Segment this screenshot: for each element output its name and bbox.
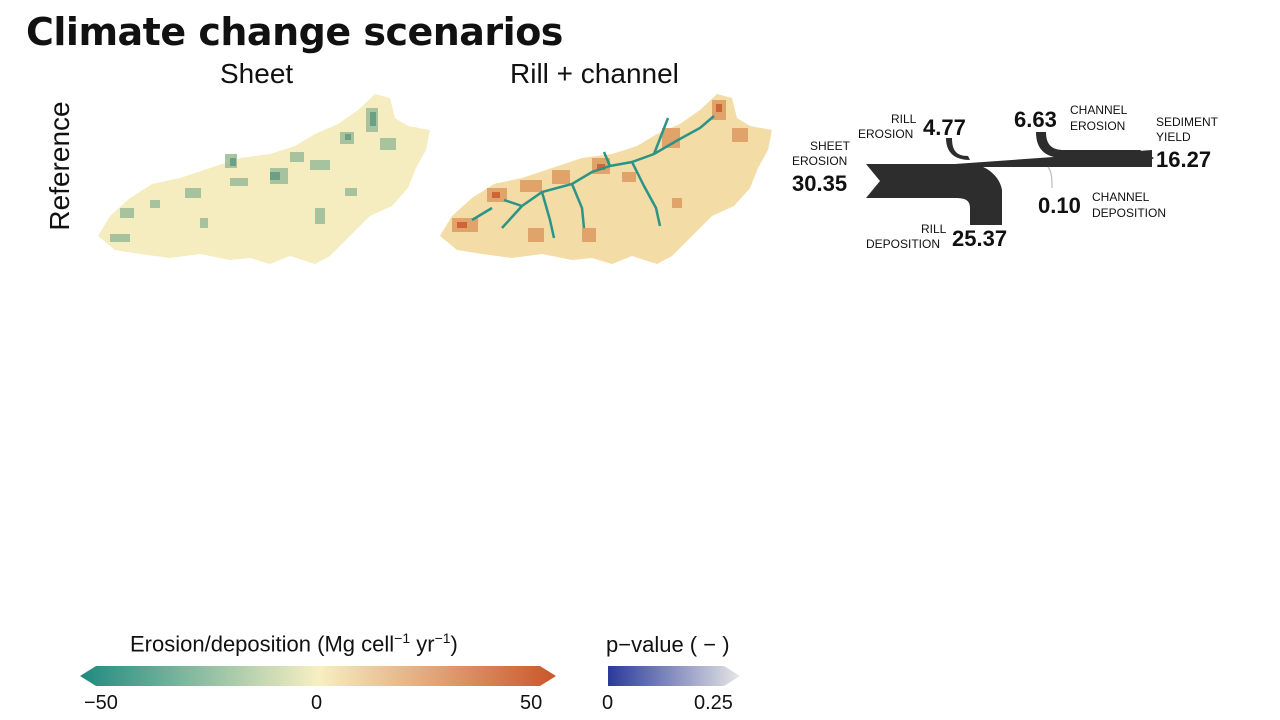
label-channel-deposition-2: DEPOSITION [1092, 206, 1166, 220]
pvalue-tick-max: 0.25 [694, 692, 733, 714]
column-label-sheet: Sheet [220, 58, 294, 89]
value-rill-deposition: 25.37 [952, 226, 1007, 251]
erosion-tick-zero: 0 [311, 692, 323, 714]
value-channel-erosion: 6.63 [1014, 107, 1057, 132]
erosion-colorbar [80, 666, 556, 686]
flow-channel-deposition [1047, 166, 1053, 189]
erosion-tick-max: 50 [520, 692, 543, 714]
sediment-budget-flow-diagram: SHEET EROSION 30.35 RILL EROSION 4.77 RI… [792, 103, 1219, 251]
column-label-rill-channel: Rill + channel [510, 58, 679, 89]
flow-channel-erosion [1036, 132, 1064, 158]
value-rill-erosion: 4.77 [923, 115, 966, 140]
erosion-tick-min: −50 [84, 692, 118, 714]
value-sheet-erosion: 30.35 [792, 171, 847, 196]
label-sheet-erosion-2: EROSION [792, 154, 847, 168]
erosion-legend-title: Erosion/deposition (Mg cell−1 yr−1) [130, 630, 458, 657]
label-rill-erosion-2: EROSION [858, 127, 913, 141]
label-rill-deposition-1: RILL [921, 222, 947, 236]
flow-sheet-erosion [866, 164, 1002, 225]
rill-channel-erosion-map [440, 94, 772, 264]
label-sediment-yield-2: YIELD [1156, 130, 1191, 144]
catchment-shape [440, 94, 772, 264]
value-channel-deposition: 0.10 [1038, 193, 1081, 218]
pvalue-tick-min: 0 [602, 692, 614, 714]
flow-rill-erosion [946, 138, 970, 160]
page-title: Climate change scenarios [26, 10, 563, 54]
label-sheet-erosion-1: SHEET [810, 139, 851, 153]
label-rill-erosion-1: RILL [891, 112, 917, 126]
pvalue-legend-title: p−value ( − ) [606, 632, 730, 657]
catchment-shape [98, 94, 430, 264]
label-rill-deposition-2: DEPOSITION [866, 237, 940, 251]
label-sediment-yield-1: SEDIMENT [1156, 115, 1219, 129]
label-channel-deposition-1: CHANNEL [1092, 190, 1150, 204]
label-channel-erosion-2: EROSION [1070, 119, 1125, 133]
value-sediment-yield: 16.27 [1156, 147, 1211, 172]
row-label-reference: Reference [44, 101, 75, 231]
label-channel-erosion-1: CHANNEL [1070, 103, 1128, 117]
sheet-erosion-map [98, 94, 430, 264]
flow-sediment-yield [1064, 150, 1154, 167]
pvalue-colorbar [608, 666, 740, 686]
